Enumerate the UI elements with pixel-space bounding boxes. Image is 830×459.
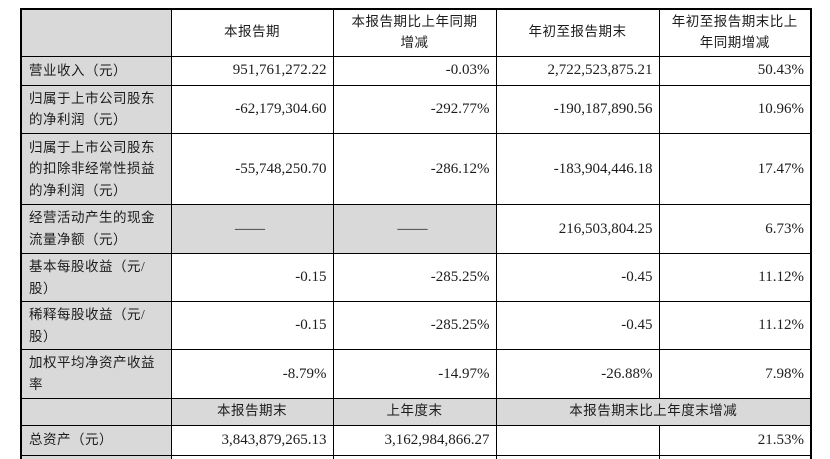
row-label: 加权平均净资产收益 率 bbox=[20, 349, 172, 399]
table-row-basic-eps: 基本每股收益（元/股） -0.15 -285.25% -0.45 11.12% bbox=[20, 253, 812, 303]
row-label: 归属于上市公司股东 的扣除非经常性损益 的净利润（元） bbox=[20, 133, 172, 206]
value-yoy-dash: —— bbox=[332, 204, 497, 255]
value-prior-year-end: 897,593,268.13 bbox=[332, 454, 497, 459]
table-header-top: 本报告期 本报告期比上年同期 增减 年初至报告期末 年初至报告期末比上 年同期增… bbox=[20, 8, 812, 57]
table-row-owners-equity: 归属于上市公司股东 的所有者权益（元） 707,464,761.42 897,5… bbox=[20, 454, 812, 459]
value-yoy: -285.25% bbox=[332, 301, 497, 351]
value-ytd: 2,722,523,875.21 bbox=[495, 55, 660, 86]
value-ytd-yoy: 50.43% bbox=[658, 55, 812, 86]
table-header-bottom: 本报告期末 上年度末 本报告期末比上年度末增减 bbox=[20, 397, 812, 426]
value-current: 951,761,272.22 bbox=[170, 55, 334, 86]
header-ytd-vs-prior: 年初至报告期末比上 年同期增减 bbox=[658, 8, 812, 57]
header-current-vs-prior: 本报告期比上年同期 增减 bbox=[332, 8, 497, 57]
value-yoy: -0.03% bbox=[332, 55, 497, 86]
value-current-dash: —— bbox=[170, 204, 334, 255]
value-ytd: -183,904,446.18 bbox=[495, 133, 660, 206]
value-ytd-yoy: 7.98% bbox=[658, 349, 812, 399]
header-current-period: 本报告期 bbox=[170, 8, 334, 57]
row-label: 归属于上市公司股东 的所有者权益（元） bbox=[20, 454, 172, 459]
row-label: 经营活动产生的现金 流量净额（元） bbox=[20, 204, 172, 255]
header-end-vs-prior: 本报告期末比上年度末增减 bbox=[495, 397, 812, 426]
value-current: -62,179,304.60 bbox=[170, 84, 334, 135]
value-spacer bbox=[495, 454, 660, 459]
value-ytd-yoy: 17.47% bbox=[658, 133, 812, 206]
header-period-end: 本报告期末 bbox=[170, 397, 334, 426]
value-ytd-yoy: 11.12% bbox=[658, 301, 812, 351]
table-row-net-profit-excl-nonrecurring: 归属于上市公司股东 的扣除非经常性损益 的净利润（元） -55,748,250.… bbox=[20, 133, 812, 206]
row-label: 营业收入（元） bbox=[20, 55, 172, 86]
value-period-end: 707,464,761.42 bbox=[170, 454, 334, 459]
table-row-diluted-eps: 稀释每股收益（元/股） -0.15 -285.25% -0.45 11.12% bbox=[20, 301, 812, 351]
value-ytd: 216,503,804.25 bbox=[495, 204, 660, 255]
value-ytd: -0.45 bbox=[495, 253, 660, 303]
table-row-weighted-roe: 加权平均净资产收益 率 -8.79% -14.97% -26.88% 7.98% bbox=[20, 349, 812, 399]
value-ytd: -26.88% bbox=[495, 349, 660, 399]
value-current: -0.15 bbox=[170, 301, 334, 351]
value-ytd-yoy: 11.12% bbox=[658, 253, 812, 303]
value-current: -55,748,250.70 bbox=[170, 133, 334, 206]
value-change: 21.53% bbox=[658, 424, 812, 456]
row-label: 总资产（元） bbox=[20, 424, 172, 456]
header-ytd: 年初至报告期末 bbox=[495, 8, 660, 57]
value-period-end: 3,843,879,265.13 bbox=[170, 424, 334, 456]
financial-summary-table: 本报告期 本报告期比上年同期 增减 年初至报告期末 年初至报告期末比上 年同期增… bbox=[20, 8, 812, 459]
value-spacer bbox=[495, 424, 660, 456]
row-label: 基本每股收益（元/股） bbox=[20, 253, 172, 303]
value-prior-year-end: 3,162,984,866.27 bbox=[332, 424, 497, 456]
table-row-total-assets: 总资产（元） 3,843,879,265.13 3,162,984,866.27… bbox=[20, 424, 812, 456]
value-yoy: -14.97% bbox=[332, 349, 497, 399]
table-row-net-profit: 归属于上市公司股东 的净利润（元） -62,179,304.60 -292.77… bbox=[20, 84, 812, 135]
table-row-revenue: 营业收入（元） 951,761,272.22 -0.03% 2,722,523,… bbox=[20, 55, 812, 86]
header-metric-blank bbox=[20, 397, 172, 426]
value-yoy: -285.25% bbox=[332, 253, 497, 303]
header-prior-year-end: 上年度末 bbox=[332, 397, 497, 426]
header-metric-blank bbox=[20, 8, 172, 57]
value-current: -0.15 bbox=[170, 253, 334, 303]
row-label: 归属于上市公司股东 的净利润（元） bbox=[20, 84, 172, 135]
value-ytd-yoy: 10.96% bbox=[658, 84, 812, 135]
table-row-operating-cash-flow: 经营活动产生的现金 流量净额（元） —— —— 216,503,804.25 6… bbox=[20, 204, 812, 255]
value-yoy: -292.77% bbox=[332, 84, 497, 135]
row-label: 稀释每股收益（元/股） bbox=[20, 301, 172, 351]
value-ytd-yoy: 6.73% bbox=[658, 204, 812, 255]
value-ytd: -190,187,890.56 bbox=[495, 84, 660, 135]
value-change: -21.18% bbox=[658, 454, 812, 459]
value-current: -8.79% bbox=[170, 349, 334, 399]
value-yoy: -286.12% bbox=[332, 133, 497, 206]
value-ytd: -0.45 bbox=[495, 301, 660, 351]
